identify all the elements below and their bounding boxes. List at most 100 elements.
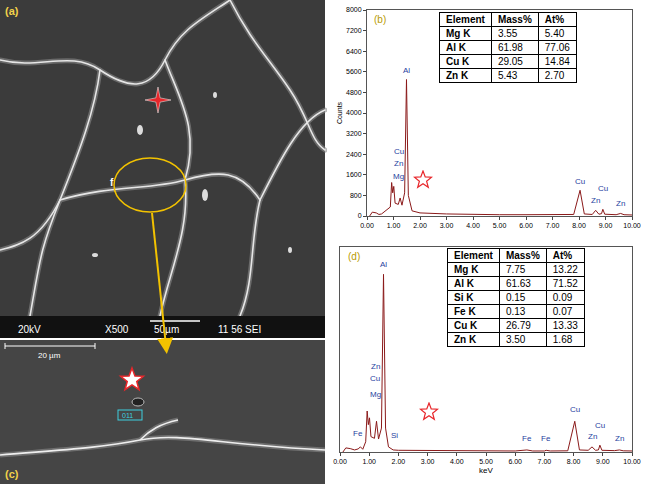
svg-text:(d): (d)	[348, 251, 360, 262]
svg-text:6.00: 6.00	[508, 458, 522, 465]
svg-text:Cu: Cu	[570, 405, 580, 414]
svg-text:20 µm: 20 µm	[38, 351, 61, 360]
html-text:0.13: 0.13	[505, 306, 526, 317]
svg-text:800: 800	[350, 192, 362, 199]
svg-text:4.00: 4.00	[450, 458, 464, 465]
html-text:Cu K: Cu K	[454, 320, 478, 331]
svg-text:3200: 3200	[346, 130, 362, 137]
svg-text:Cu: Cu	[595, 421, 605, 430]
html-text:Zn K: Zn K	[454, 334, 477, 345]
svg-text:Cu: Cu	[370, 374, 380, 383]
svg-text:Si: Si	[391, 431, 398, 440]
html-text:0.15: 0.15	[505, 292, 526, 303]
svg-text:2400: 2400	[346, 151, 362, 158]
svg-text:Zn: Zn	[371, 362, 380, 371]
html-text:Mass%: Mass%	[505, 250, 540, 261]
svg-text:1.00: 1.00	[387, 222, 401, 229]
svg-text:X500: X500	[105, 324, 129, 335]
html-text:13.33: 13.33	[552, 320, 578, 331]
html-text:Element: Element	[446, 14, 485, 25]
svg-text:8000: 8000	[346, 6, 362, 13]
html-text:Cu K: Cu K	[446, 56, 470, 67]
html-text:77.06: 77.06	[544, 42, 570, 53]
html-text:14.84: 14.84	[544, 56, 570, 67]
svg-text:11 56 SEI: 11 56 SEI	[218, 324, 261, 335]
html-text:Mass%: Mass%	[497, 14, 532, 25]
svg-text:50µm: 50µm	[154, 324, 179, 335]
html-text:Mg K: Mg K	[454, 264, 479, 275]
svg-text:Cu: Cu	[575, 177, 585, 186]
svg-text:Zn: Zn	[591, 196, 600, 205]
svg-text:2.00: 2.00	[413, 222, 427, 229]
html-text:71.52: 71.52	[552, 278, 578, 289]
svg-text:4.00: 4.00	[466, 222, 480, 229]
svg-text:1.00: 1.00	[362, 458, 376, 465]
html-text:5.43: 5.43	[497, 70, 518, 81]
html-text:13.22: 13.22	[552, 264, 578, 275]
svg-text:9.00: 9.00	[596, 458, 610, 465]
html-text:7.75: 7.75	[505, 264, 526, 275]
svg-text:1600: 1600	[346, 171, 362, 178]
svg-text:011: 011	[122, 412, 133, 419]
svg-text:Cu: Cu	[394, 147, 404, 156]
svg-text:Cu: Cu	[598, 184, 608, 193]
svg-text:Zn: Zn	[616, 199, 625, 208]
html-text:Fe K: Fe K	[454, 306, 476, 317]
html-text:5.40: 5.40	[544, 28, 565, 39]
svg-text:Zn: Zn	[394, 159, 403, 168]
html-text:Al K: Al K	[446, 42, 466, 53]
svg-text:(c): (c)	[5, 468, 19, 480]
svg-text:20kV: 20kV	[18, 324, 41, 335]
html-text:At%: At%	[544, 14, 565, 25]
svg-text:4800: 4800	[346, 89, 362, 96]
html-text:Al K: Al K	[454, 278, 474, 289]
svg-text:5.00: 5.00	[479, 458, 493, 465]
svg-text:8.00: 8.00	[572, 222, 586, 229]
svg-text:7.00: 7.00	[546, 222, 560, 229]
svg-text:4000: 4000	[346, 109, 362, 116]
svg-text:Fe: Fe	[541, 434, 551, 443]
html-text:3.55: 3.55	[497, 28, 518, 39]
svg-text:7.00: 7.00	[538, 458, 552, 465]
html-text:Zn K: Zn K	[446, 70, 469, 81]
svg-text:2.00: 2.00	[392, 458, 406, 465]
svg-text:3.00: 3.00	[421, 458, 435, 465]
svg-text:7200: 7200	[346, 27, 362, 34]
html-text:61.63: 61.63	[505, 278, 531, 289]
svg-text:6.00: 6.00	[519, 222, 533, 229]
svg-text:5600: 5600	[346, 68, 362, 75]
svg-text:0.00: 0.00	[333, 458, 347, 465]
svg-text:0.00: 0.00	[360, 222, 374, 229]
html-text:26.79: 26.79	[505, 320, 531, 331]
svg-text:Counts: Counts	[336, 101, 343, 124]
html-text:2.70: 2.70	[544, 70, 565, 81]
svg-text:Fe: Fe	[353, 429, 363, 438]
svg-text:(a): (a)	[5, 5, 19, 17]
svg-text:Al: Al	[403, 66, 410, 75]
svg-text:3.00: 3.00	[440, 222, 454, 229]
html-text:Element: Element	[454, 250, 493, 261]
html-text:At%: At%	[552, 250, 573, 261]
svg-text:Zn: Zn	[615, 434, 624, 443]
html-text:29.05: 29.05	[497, 56, 523, 67]
html-text:61.98: 61.98	[497, 42, 523, 53]
svg-text:Mg: Mg	[370, 390, 381, 399]
svg-text:10.00: 10.00	[623, 222, 641, 229]
svg-text:6400: 6400	[346, 48, 362, 55]
svg-text:Fe: Fe	[522, 434, 532, 443]
html-text:Si K: Si K	[454, 292, 474, 303]
svg-text:5.00: 5.00	[493, 222, 507, 229]
html-text:Mg K: Mg K	[446, 28, 471, 39]
svg-text:Al: Al	[380, 260, 387, 269]
svg-text:keV: keV	[479, 466, 493, 475]
svg-text:Zn: Zn	[588, 432, 597, 441]
html-text:0.09: 0.09	[552, 292, 573, 303]
html-text:0.07: 0.07	[552, 306, 573, 317]
svg-text:(b): (b)	[374, 14, 386, 25]
svg-text:8.00: 8.00	[567, 458, 581, 465]
svg-text:0: 0	[358, 212, 362, 219]
svg-text:10.00: 10.00	[623, 458, 641, 465]
svg-text:f: f	[110, 177, 114, 188]
svg-text:9.00: 9.00	[599, 222, 613, 229]
svg-text:Mg: Mg	[393, 172, 404, 181]
